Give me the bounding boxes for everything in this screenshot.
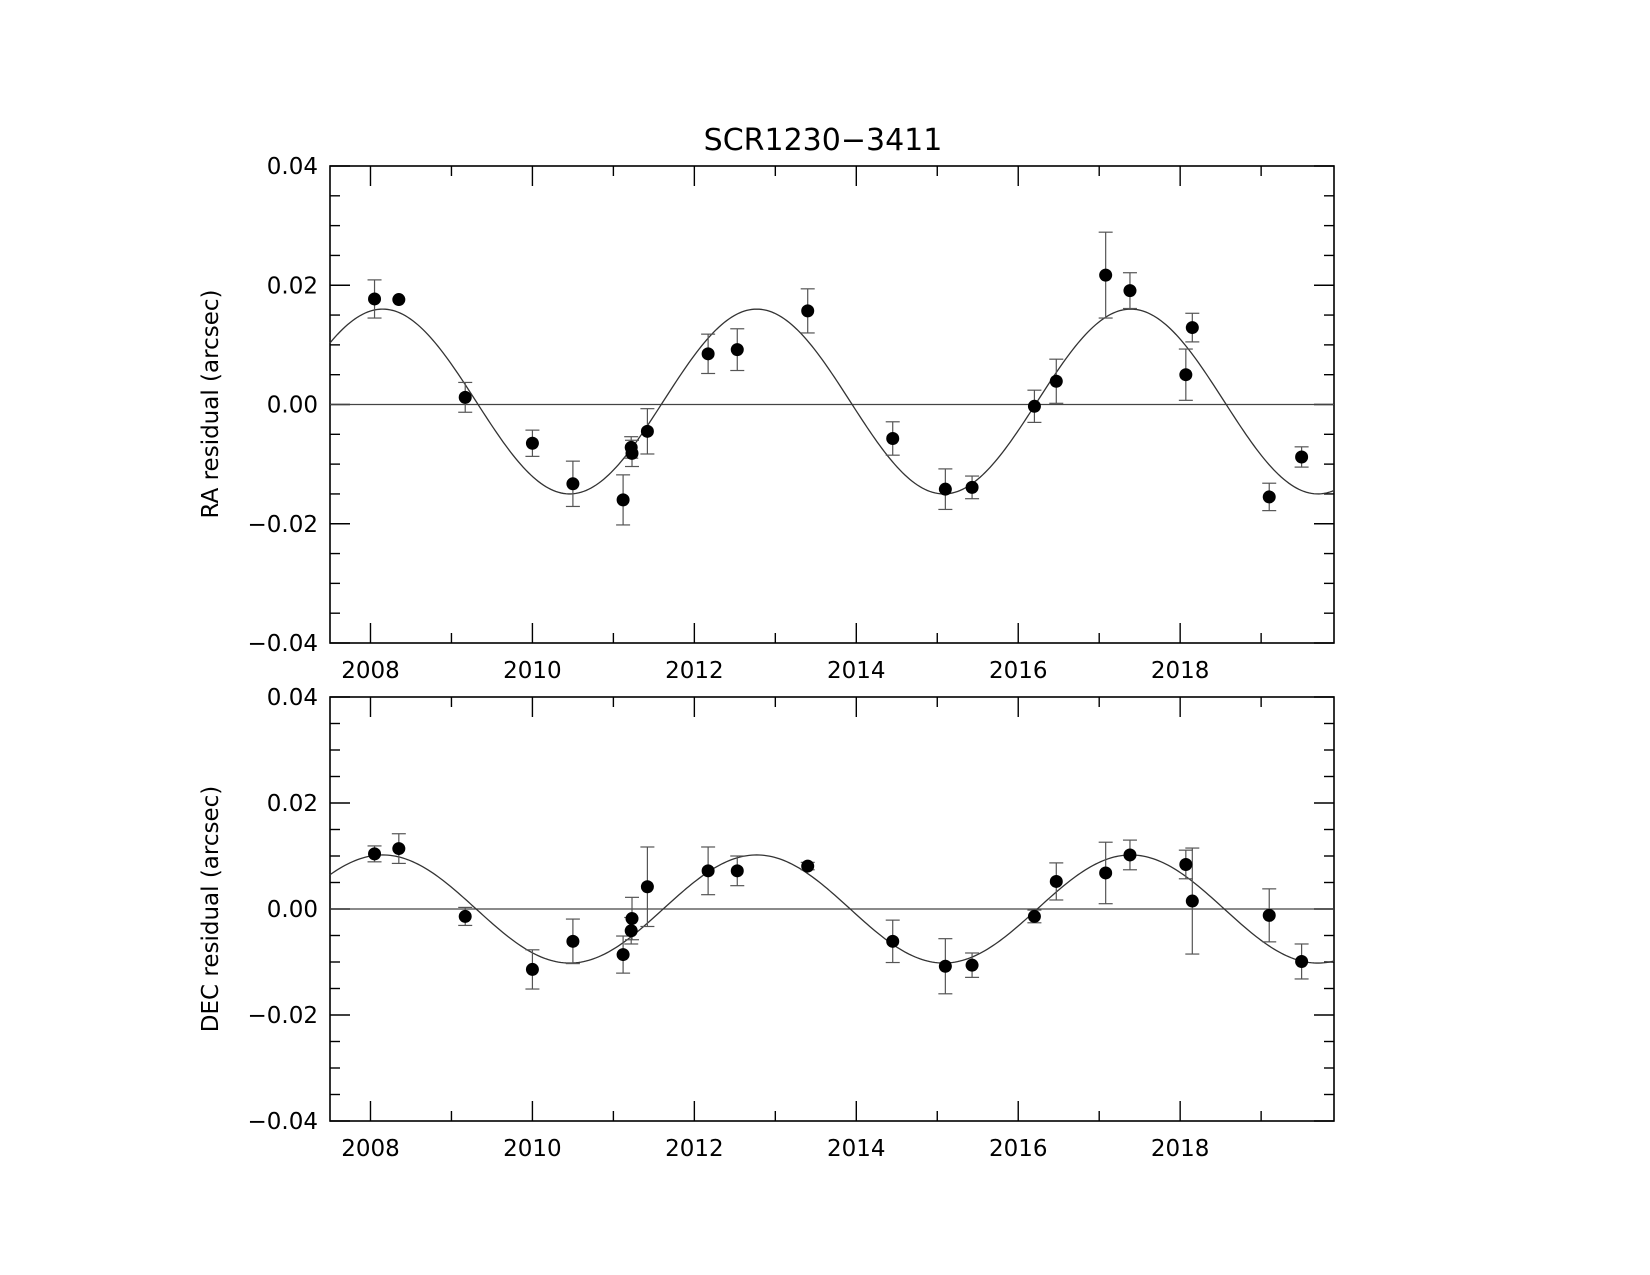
chart-title: SCR1230−3411 xyxy=(704,123,943,158)
panel-ra: −0.04 −0.02 0.00 0.02 0.04 2008 2010 2012 2014 2… xyxy=(198,154,1335,684)
data-point xyxy=(566,477,580,491)
ra-y-axis-label: RA residual (arcsec) xyxy=(198,290,224,519)
data-point xyxy=(1027,909,1041,923)
data-point xyxy=(1179,368,1193,382)
data-point xyxy=(458,390,472,404)
data-point xyxy=(640,880,654,894)
x-tick-label: 2008 xyxy=(341,1136,400,1162)
panel-dec: −0.04 −0.02 0.00 0.02 0.04 2008 2010 2012 2014 2… xyxy=(198,685,1335,1162)
data-point xyxy=(730,864,744,878)
data-point xyxy=(392,842,406,856)
data-point xyxy=(640,424,654,438)
x-tick-label: 2014 xyxy=(827,658,886,684)
data-point xyxy=(1295,954,1309,968)
data-point xyxy=(616,493,630,507)
x-tick-label: 2016 xyxy=(989,1136,1048,1162)
data-point xyxy=(1123,848,1137,862)
dec-y-axis-label: DEC residual (arcsec) xyxy=(198,786,224,1032)
data-point xyxy=(701,864,715,878)
data-point xyxy=(625,912,639,926)
y-tick-label: 0.02 xyxy=(267,791,318,817)
model-curve xyxy=(329,308,1335,495)
data-point xyxy=(965,480,979,494)
x-tick-label: 2012 xyxy=(665,658,724,684)
x-tick-label: 2012 xyxy=(665,1136,724,1162)
y-tick-label: 0.04 xyxy=(267,685,318,711)
data-point xyxy=(525,962,539,976)
data-point xyxy=(1049,374,1063,388)
data-point xyxy=(1123,284,1137,298)
y-tick-label: −0.02 xyxy=(248,1003,318,1029)
data-point xyxy=(938,959,952,973)
y-tick-label: −0.04 xyxy=(248,1109,318,1135)
x-tick-label: 2010 xyxy=(503,1136,562,1162)
x-tick-label: 2008 xyxy=(341,658,400,684)
data-point xyxy=(566,934,580,948)
data-point xyxy=(458,909,472,923)
y-tick-label: −0.02 xyxy=(248,512,318,538)
data-point xyxy=(1049,874,1063,888)
data-point xyxy=(938,482,952,496)
data-point xyxy=(368,847,382,861)
data-point xyxy=(1099,866,1113,880)
x-tick-label: 2010 xyxy=(503,658,562,684)
data-point xyxy=(701,347,715,361)
data-point xyxy=(616,948,630,962)
x-tick-label: 2018 xyxy=(1151,658,1210,684)
data-point xyxy=(525,436,539,450)
y-tick-label: −0.04 xyxy=(248,631,318,657)
x-tick-label: 2014 xyxy=(827,1136,886,1162)
data-point xyxy=(801,859,815,873)
x-tick-label: 2016 xyxy=(989,658,1048,684)
y-tick-label: 0.00 xyxy=(267,897,318,923)
data-point xyxy=(1295,450,1309,464)
data-point xyxy=(886,431,900,445)
data-point xyxy=(801,304,815,318)
data-point xyxy=(730,343,744,357)
data-point xyxy=(1179,857,1193,871)
data-point xyxy=(1185,894,1199,908)
x-tick-label: 2018 xyxy=(1151,1136,1210,1162)
data-point xyxy=(368,292,382,306)
y-tick-label: 0.00 xyxy=(267,393,318,419)
data-point xyxy=(1027,399,1041,413)
data-point xyxy=(392,293,406,307)
data-point xyxy=(886,934,900,948)
data-point xyxy=(965,958,979,972)
data-point xyxy=(625,446,639,460)
y-tick-label: 0.04 xyxy=(267,154,318,180)
y-tick-label: 0.02 xyxy=(267,273,318,299)
data-point xyxy=(624,924,638,938)
model-curve xyxy=(329,854,1335,964)
data-point xyxy=(1185,321,1199,335)
data-point xyxy=(1262,908,1276,922)
data-point xyxy=(1099,268,1113,282)
data-point xyxy=(1262,490,1276,504)
